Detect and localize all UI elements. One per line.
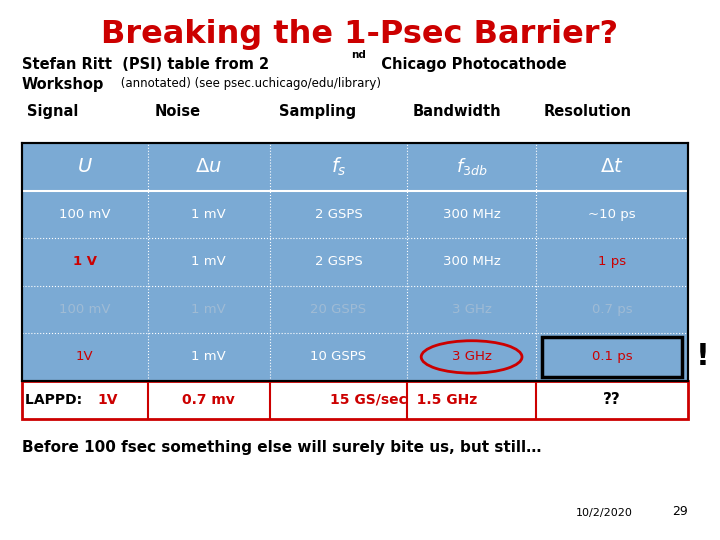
Text: 1 mV: 1 mV	[192, 208, 226, 221]
Text: Resolution: Resolution	[544, 104, 631, 119]
Text: 0.7 ps: 0.7 ps	[592, 303, 632, 316]
Text: Sampling: Sampling	[279, 104, 356, 119]
Text: 1 mV: 1 mV	[192, 255, 226, 268]
Text: ??: ??	[603, 392, 621, 407]
Text: 0.1 ps: 0.1 ps	[592, 350, 632, 363]
Text: 3 GHz: 3 GHz	[451, 350, 492, 363]
Text: Breaking the 1-Psec Barrier?: Breaking the 1-Psec Barrier?	[102, 19, 618, 50]
Text: 3 GHz: 3 GHz	[451, 303, 492, 316]
Text: 20 GSPS: 20 GSPS	[310, 303, 366, 316]
Text: Chicago Photocathode: Chicago Photocathode	[371, 57, 567, 72]
Text: 1V: 1V	[97, 393, 117, 407]
Text: 1 V: 1 V	[73, 255, 96, 268]
Text: Signal: Signal	[27, 104, 78, 119]
Text: 29: 29	[672, 505, 688, 518]
Text: 100 mV: 100 mV	[59, 303, 110, 316]
Text: 0.7 mv: 0.7 mv	[182, 393, 235, 407]
Text: !: !	[696, 342, 710, 372]
Text: 300 MHz: 300 MHz	[443, 255, 500, 268]
Text: 100 mV: 100 mV	[59, 208, 110, 221]
Text: 10 GSPS: 10 GSPS	[310, 350, 366, 363]
Text: 1V: 1V	[76, 350, 94, 363]
Bar	[22, 381, 688, 418]
Text: nd: nd	[351, 50, 366, 60]
Text: $\mathit{f}_s$: $\mathit{f}_s$	[330, 156, 346, 178]
Text: $\mathit{f}_{3db}$: $\mathit{f}_{3db}$	[456, 157, 487, 177]
Text: Stefan Ritt  (PSI) table from 2: Stefan Ritt (PSI) table from 2	[22, 57, 269, 72]
Text: Workshop: Workshop	[22, 77, 104, 92]
Text: 10/2/2020: 10/2/2020	[576, 508, 633, 518]
Text: $\Delta t$: $\Delta t$	[600, 157, 624, 177]
Text: 1 ps: 1 ps	[598, 255, 626, 268]
Text: LAPPD:: LAPPD:	[25, 393, 87, 407]
Text: ~10 ps: ~10 ps	[588, 208, 636, 221]
Text: $\Delta \mathit{u}$: $\Delta \mathit{u}$	[195, 157, 222, 177]
Text: 1 mV: 1 mV	[192, 303, 226, 316]
Text: Noise: Noise	[155, 104, 201, 119]
Text: $\mathit{U}$: $\mathit{U}$	[76, 157, 93, 177]
Text: Bandwidth: Bandwidth	[413, 104, 501, 119]
Text: 1 mV: 1 mV	[192, 350, 226, 363]
Text: 15 GS/sec  1.5 GHz: 15 GS/sec 1.5 GHz	[330, 393, 477, 407]
Bar	[22, 143, 688, 381]
Text: 300 MHz: 300 MHz	[443, 208, 500, 221]
Text: (annotated) (see psec.uchicago/edu/library): (annotated) (see psec.uchicago/edu/libra…	[117, 77, 382, 90]
Text: 2 GSPS: 2 GSPS	[315, 255, 362, 268]
Text: 2 GSPS: 2 GSPS	[315, 208, 362, 221]
Text: Before 100 fsec something else will surely bite us, but still…: Before 100 fsec something else will sure…	[22, 440, 541, 455]
